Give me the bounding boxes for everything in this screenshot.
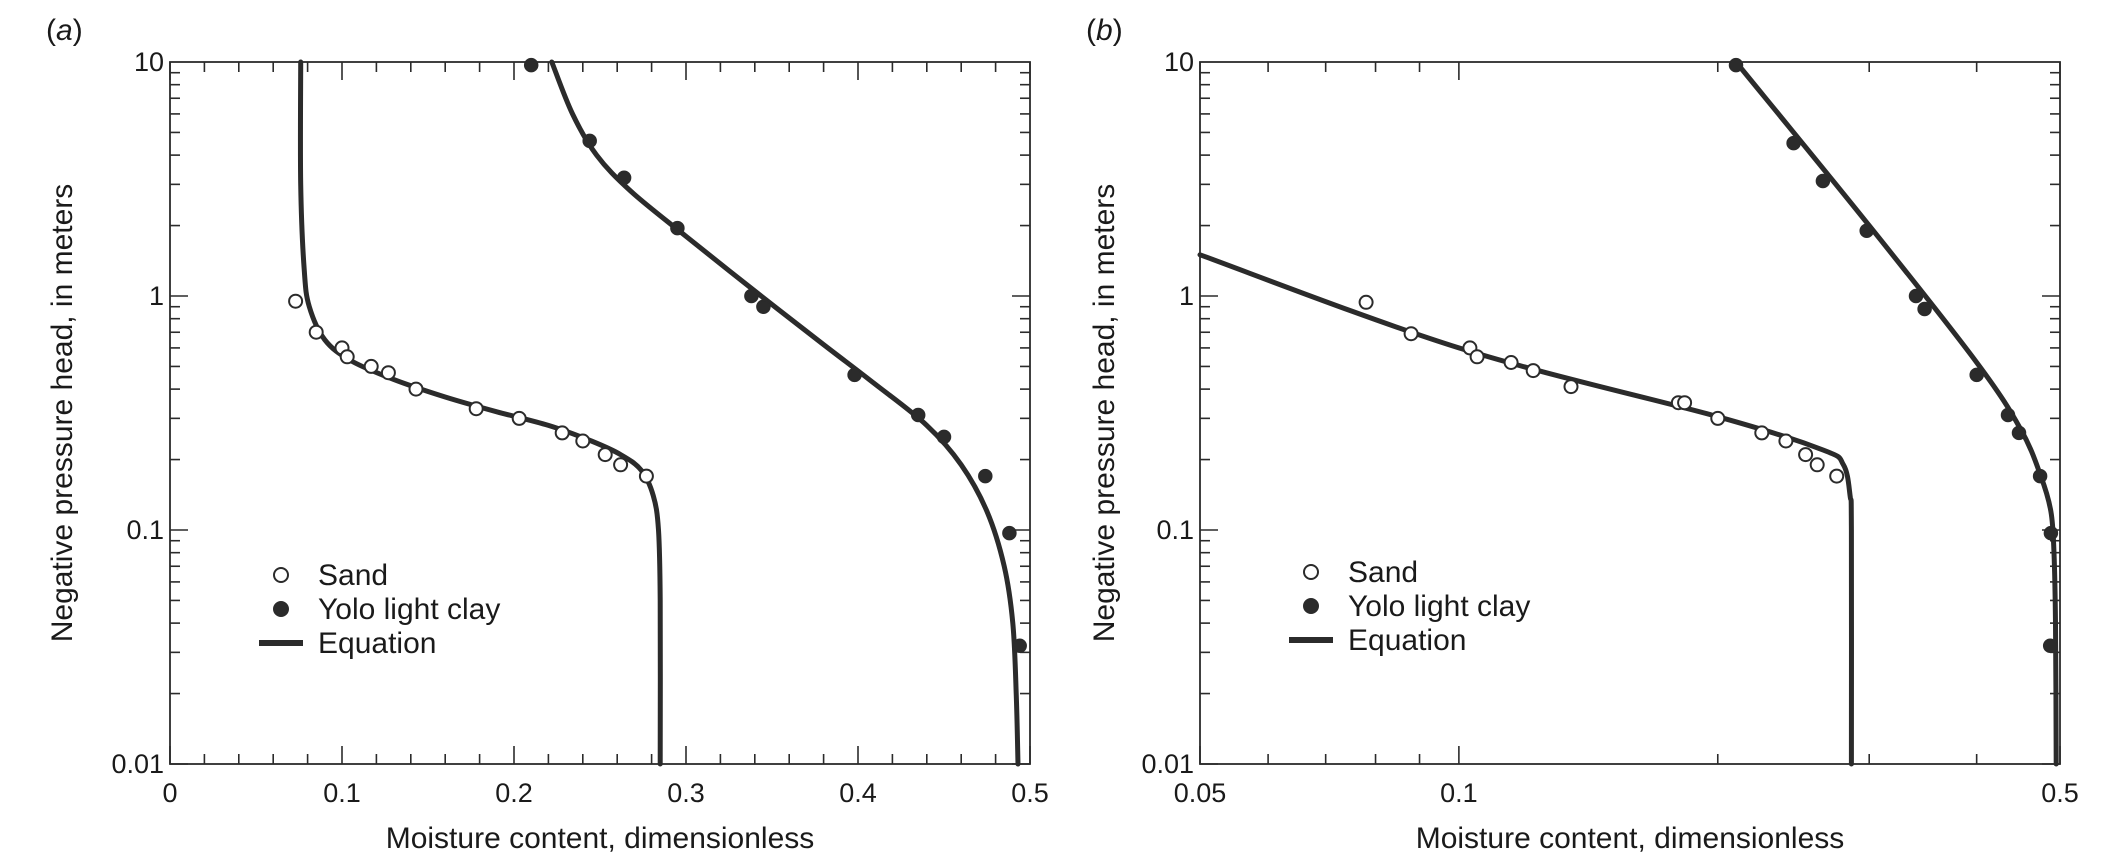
sand-data-point bbox=[1525, 363, 1541, 379]
sand-data-point bbox=[1677, 395, 1693, 411]
sand-data-point bbox=[554, 425, 570, 441]
sand-data-point bbox=[1710, 410, 1726, 426]
panel-label-a: (a) bbox=[46, 14, 83, 47]
clay-data-point bbox=[1815, 173, 1831, 189]
clay-data-point bbox=[582, 133, 597, 149]
x-tick-label: 0.4 bbox=[839, 778, 877, 808]
sand-data-point bbox=[308, 324, 324, 340]
sand-data-point bbox=[288, 293, 304, 309]
clay-data-point bbox=[1917, 301, 1932, 317]
clay-data-point bbox=[1012, 638, 1027, 654]
clay-data-point bbox=[2000, 407, 2016, 423]
x-tick-label: 0.1 bbox=[1440, 778, 1478, 808]
sand-data-point bbox=[1829, 468, 1845, 484]
clay-data-point bbox=[1859, 223, 1874, 239]
sand-data-point bbox=[1503, 355, 1519, 370]
data-marks-b bbox=[1197, 57, 2059, 767]
sand-data-point bbox=[1809, 457, 1825, 473]
y-tick-label: 10 bbox=[134, 47, 164, 77]
clay-data-point bbox=[1728, 57, 1744, 73]
sand-data-point bbox=[408, 381, 424, 397]
x-tick-label: 0.1 bbox=[323, 778, 361, 808]
x-tick-label: 0.3 bbox=[667, 778, 705, 808]
chart-panel-b: (b) 0.01 0.1 1 10 0.05 0.1 0.5 Moisture conten… bbox=[1086, 14, 2079, 855]
equation-curve bbox=[297, 59, 663, 767]
equation-curve bbox=[549, 59, 1021, 767]
clay-data-point bbox=[936, 429, 952, 445]
clay-data-point bbox=[670, 220, 685, 236]
x-axis-title-a: Moisture content, dimensionless bbox=[386, 822, 815, 855]
legend-label: Sand bbox=[1348, 556, 1418, 589]
x-axis-title-b: Moisture content, dimensionless bbox=[1416, 822, 1845, 855]
y-tick-label: 10 bbox=[1164, 47, 1194, 77]
legend-open-circle bbox=[1303, 564, 1319, 580]
legend-label: Equation bbox=[318, 627, 436, 660]
panel-label-b: (b) bbox=[1086, 14, 1123, 47]
x-tick-label: 0.5 bbox=[2041, 778, 2079, 808]
clay-data-point bbox=[910, 407, 926, 423]
legend-label: Yolo light clay bbox=[1348, 590, 1530, 623]
data-marks-a bbox=[288, 57, 1027, 767]
plot-frame-b bbox=[1199, 61, 2061, 765]
plot-frame-a bbox=[169, 61, 1031, 765]
clay-data-point bbox=[978, 468, 993, 484]
y-tick-label: 0.1 bbox=[126, 515, 164, 545]
sand-data-point bbox=[468, 401, 484, 417]
legend-label: Sand bbox=[318, 559, 388, 592]
clay-data-point bbox=[2042, 638, 2058, 654]
clay-data-point bbox=[616, 170, 632, 186]
clay-data-point bbox=[1786, 135, 1801, 151]
x-tick-label: 0.2 bbox=[495, 778, 533, 808]
x-tick-label: 0 bbox=[162, 778, 177, 808]
clay-data-point bbox=[847, 367, 862, 383]
y-axis-title-a: Negative pressure head, in meters bbox=[46, 184, 79, 643]
axis-ticks-b bbox=[1199, 62, 2061, 765]
sand-data-point bbox=[1403, 326, 1419, 342]
axis-ticks-a bbox=[169, 62, 1031, 765]
legend-label: Yolo light clay bbox=[318, 593, 500, 626]
x-tick-label: 0.05 bbox=[1174, 778, 1227, 808]
tick-labels-a: 0.01 0.1 1 10 0 0.1 0.2 0.3 0.4 0.5 bbox=[111, 47, 1048, 808]
sand-data-point bbox=[511, 410, 527, 426]
legend-filled-circle bbox=[273, 601, 289, 617]
legend-label: Equation bbox=[1348, 624, 1466, 657]
y-tick-label: 0.1 bbox=[1156, 515, 1194, 545]
y-tick-label: 0.01 bbox=[1141, 749, 1194, 779]
sand-data-point bbox=[1754, 425, 1770, 441]
sand-data-point bbox=[363, 358, 379, 374]
clay-data-point bbox=[1002, 525, 1017, 541]
clay-data-point bbox=[2043, 525, 2059, 541]
y-tick-label: 0.01 bbox=[111, 749, 164, 779]
legend-filled-circle bbox=[1303, 598, 1319, 614]
clay-data-point bbox=[756, 299, 771, 314]
clay-data-point bbox=[1969, 367, 1984, 383]
x-tick-label: 0.5 bbox=[1011, 778, 1049, 808]
clay-data-point bbox=[1908, 288, 1924, 304]
clay-data-point bbox=[2032, 468, 2048, 484]
clay-data-point bbox=[2011, 425, 2027, 441]
sand-data-point bbox=[1798, 447, 1814, 463]
tick-labels-b: 0.01 0.1 1 10 0.05 0.1 0.5 bbox=[1141, 47, 2078, 808]
chart-panel-a: (a) 0.01 0.1 1 10 0 0.1 0.2 0.3 0.4 0.5 Moisture … bbox=[46, 14, 1049, 855]
sand-data-point bbox=[339, 349, 355, 365]
equation-curve bbox=[1197, 252, 1854, 767]
sand-data-point bbox=[613, 457, 629, 473]
sand-data-point bbox=[1469, 349, 1485, 365]
y-axis-title-b: Negative pressure head, in meters bbox=[1088, 184, 1121, 643]
legend-open-circle bbox=[273, 567, 289, 583]
y-tick-label: 1 bbox=[1179, 281, 1194, 311]
y-tick-label: 1 bbox=[149, 281, 164, 311]
sand-data-point bbox=[1358, 294, 1374, 310]
clay-data-point bbox=[744, 288, 759, 304]
sand-data-point bbox=[1778, 433, 1794, 449]
sand-data-point bbox=[380, 365, 396, 381]
clay-data-point bbox=[523, 57, 539, 73]
sand-data-point bbox=[1563, 379, 1579, 395]
sand-data-point bbox=[597, 447, 613, 463]
sand-data-point bbox=[638, 468, 654, 484]
sand-data-point bbox=[575, 433, 591, 449]
